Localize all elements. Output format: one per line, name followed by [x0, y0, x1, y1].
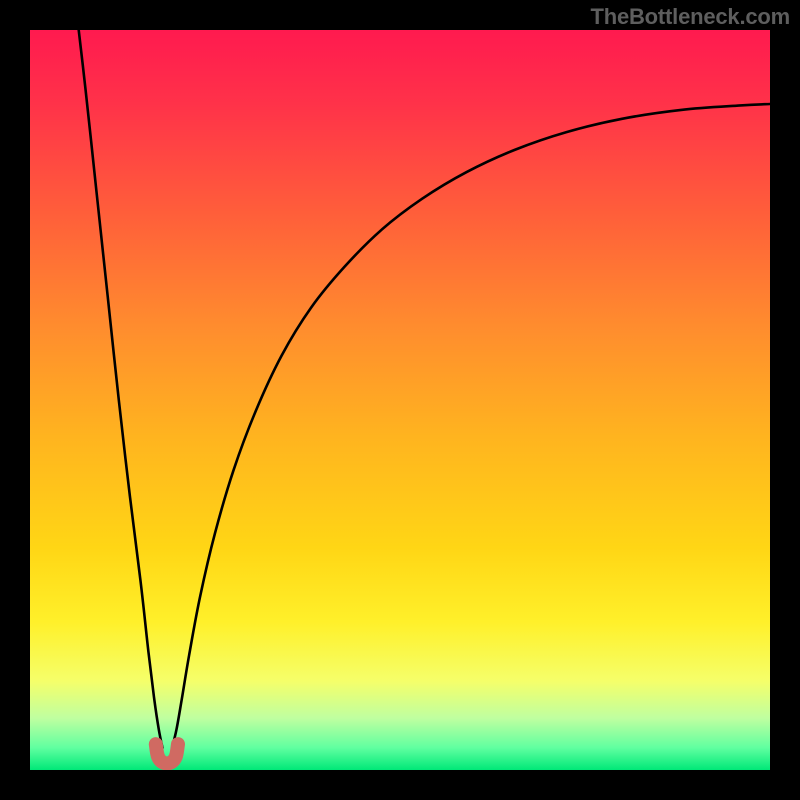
- watermark-text: TheBottleneck.com: [590, 4, 790, 30]
- gradient-panel: [30, 30, 770, 770]
- bottleneck-chart: [0, 0, 800, 800]
